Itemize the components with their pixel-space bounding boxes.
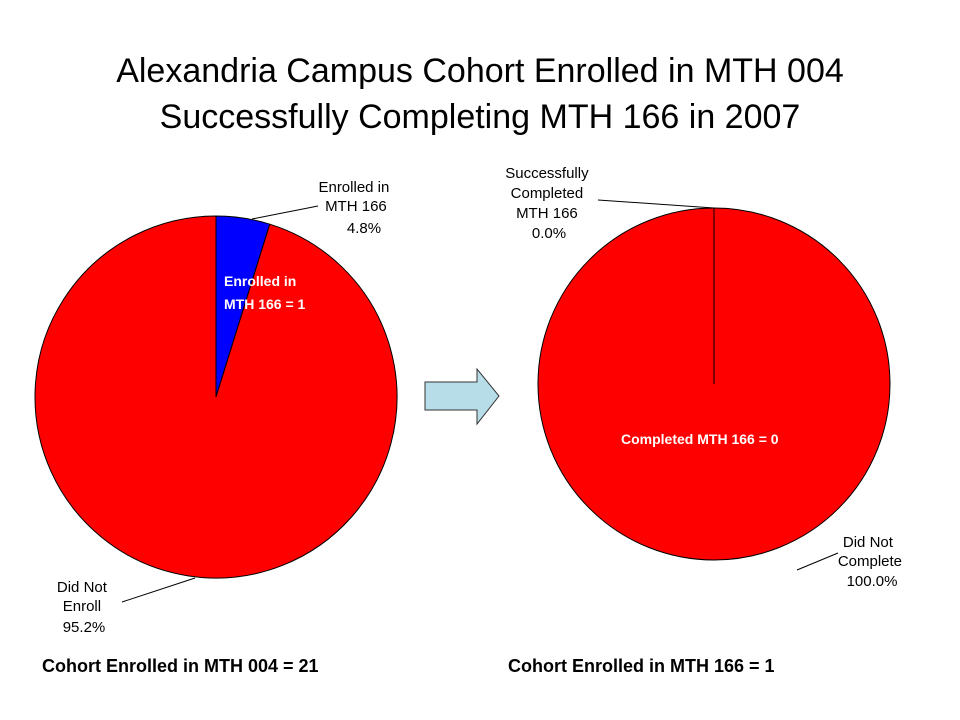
title-line-1: Alexandria Campus Cohort Enrolled in MTH… [116, 52, 844, 90]
inside-label-enrolled: Enrolled in MTH 166 = 1 [224, 273, 306, 312]
slice-label-completed: Successfully Completed MTH 166 0.0% [505, 165, 593, 242]
chart-title: Alexandria Campus Cohort Enrolled in MTH… [0, 48, 960, 140]
right-arrow-icon [424, 367, 500, 426]
pie-chart-enrollment: Enrolled in MTH 166 4.8% Did Not Enroll … [34, 179, 398, 636]
slice-label-did-not-enroll: Did Not Enroll 95.2% [57, 579, 111, 636]
leader-line-did-not-complete [796, 552, 839, 571]
caption-right: Cohort Enrolled in MTH 166 = 1 [508, 656, 775, 676]
pie-chart-completion: Successfully Completed MTH 166 0.0% Did … [505, 165, 906, 590]
caption-left: Cohort Enrolled in MTH 004 = 21 [42, 656, 319, 676]
slice-did-not-enroll [34, 215, 398, 579]
leader-line-did-not-enroll [121, 577, 196, 603]
leader-line-enrolled [251, 205, 319, 220]
title-line-2: Successfully Completing MTH 166 in 2007 [159, 98, 801, 136]
leader-line-completed [597, 199, 715, 209]
slice-label-enrolled: Enrolled in MTH 166 4.8% [318, 179, 393, 237]
slice-label-did-not-complete: Did Not Complete 100.0% [838, 534, 906, 590]
inside-label-completed: Completed MTH 166 = 0 [621, 431, 779, 447]
